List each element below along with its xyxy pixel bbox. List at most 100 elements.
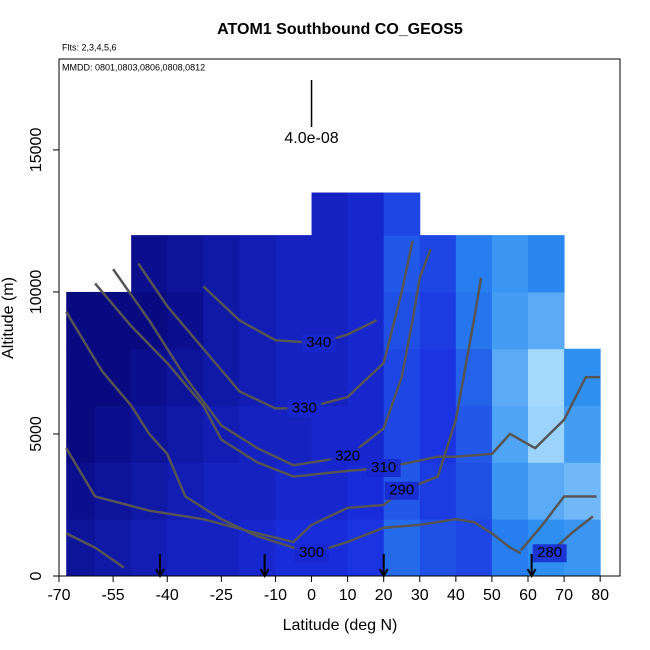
annotation: MMDD: 0801,0803,0806,0808,0812 xyxy=(62,62,205,72)
curtain-cell xyxy=(491,462,529,520)
x-tick-label: -25 xyxy=(210,587,233,604)
curtain-cell xyxy=(528,235,565,293)
curtain-cell xyxy=(491,348,529,407)
curtain-cell xyxy=(275,348,313,407)
curtain-cell xyxy=(455,235,493,293)
curtain-cell xyxy=(564,462,601,520)
x-tick-label: 50 xyxy=(483,587,501,604)
contour-line xyxy=(112,248,432,467)
contour-label-bg xyxy=(366,459,401,478)
curtain-cell xyxy=(491,291,529,350)
curtain-cell xyxy=(311,348,349,407)
curtain-cell xyxy=(347,192,385,236)
curtain-cell xyxy=(347,519,385,577)
curtain-cell xyxy=(564,519,601,577)
contour-line xyxy=(65,277,597,552)
y-tick-label: 15000 xyxy=(28,128,45,173)
contour-label: 320 xyxy=(335,448,360,465)
contour-label: 300 xyxy=(299,544,324,561)
curtain-cell xyxy=(66,348,96,407)
curtain-cell xyxy=(455,348,493,407)
x-tick-label: 40 xyxy=(447,587,465,604)
plot-frame xyxy=(58,58,621,577)
curtain-cell xyxy=(383,235,421,293)
curtain-cell xyxy=(528,405,565,463)
y-tick-label: 10000 xyxy=(28,270,45,315)
curtain-cell xyxy=(239,519,276,577)
x-tick-label: -40 xyxy=(156,587,179,604)
curtain-cell xyxy=(66,519,96,577)
x-tick-label: -55 xyxy=(102,587,125,604)
contour-label: 310 xyxy=(371,459,396,476)
curtain-cell xyxy=(383,405,421,463)
curtain-cell xyxy=(528,291,565,350)
contour-label: 340 xyxy=(306,334,331,351)
curtain-cell xyxy=(167,291,204,350)
curtain-cell xyxy=(131,235,168,293)
curtain-cell xyxy=(203,462,240,520)
curtain-cell xyxy=(383,519,421,577)
scale-bar-label: 4.0e-08 xyxy=(284,130,338,147)
curtain-cell xyxy=(167,235,204,293)
x-tick-label: 0 xyxy=(307,587,316,604)
y-tick-label: 5000 xyxy=(28,416,45,452)
curtain-cell xyxy=(95,462,132,520)
x-tick-label: -10 xyxy=(264,587,287,604)
curtain-cell xyxy=(528,462,565,520)
curtain-cell xyxy=(167,405,204,463)
curtain-cell xyxy=(455,462,493,520)
curtain-cell xyxy=(203,235,240,293)
x-tick-label: 70 xyxy=(555,587,573,604)
contour-line xyxy=(202,285,378,345)
subtitle: Flts: 2,3,4,5,6 xyxy=(62,42,117,52)
curtain-cell xyxy=(66,405,96,463)
curtain-cell xyxy=(95,405,132,463)
x-tick-label: 30 xyxy=(411,587,429,604)
contour-label: 280 xyxy=(537,544,562,561)
x-tick-label: 60 xyxy=(519,587,537,604)
curtain-cell xyxy=(564,405,601,463)
curtain-cell xyxy=(203,348,240,407)
curtain-cell xyxy=(491,235,529,293)
curtain-cell xyxy=(383,192,421,236)
curtain-cell xyxy=(455,519,493,577)
curtain-cell xyxy=(239,235,276,293)
curtain-cell xyxy=(419,291,457,350)
x-tick-label: 80 xyxy=(591,587,609,604)
x-tick-label: 10 xyxy=(339,587,357,604)
contour-label: 330 xyxy=(292,399,317,416)
y-axis-label: Altitude (m) xyxy=(0,277,17,359)
x-tick-label: 20 xyxy=(375,587,393,604)
curtain-cell xyxy=(311,192,349,236)
curtain-cell xyxy=(167,519,204,577)
curtain-cell xyxy=(203,291,240,350)
contour-label-bg xyxy=(287,399,322,418)
y-tick-label: 0 xyxy=(28,571,45,580)
curtain-cell xyxy=(239,348,276,407)
contour-label: 290 xyxy=(389,482,414,499)
x-axis-label: Latitude (deg N) xyxy=(283,617,398,634)
curtain-cell xyxy=(347,348,385,407)
curtain-cell xyxy=(95,519,132,577)
curtain-cell xyxy=(239,462,276,520)
contour-label-bg xyxy=(330,447,365,466)
x-tick-label: -70 xyxy=(47,587,70,604)
curtain-cell xyxy=(131,519,168,577)
contour-label-bg xyxy=(532,544,567,563)
curtain-cell xyxy=(419,462,457,520)
chart-title: ATOM1 Southbound CO_GEOS5 xyxy=(217,21,463,38)
curtain-cell xyxy=(528,348,565,407)
contour-label-bg xyxy=(384,481,419,500)
curtain-cell xyxy=(419,519,457,577)
curtain-cell xyxy=(275,235,313,293)
curtain-cell xyxy=(95,348,132,407)
curtain-cell xyxy=(239,291,276,350)
curtain-cell xyxy=(167,462,204,520)
contour-label-bg xyxy=(294,544,329,563)
curtain-cell xyxy=(419,348,457,407)
curtain-cell xyxy=(347,235,385,293)
curtain-cell xyxy=(203,519,240,577)
curtain-cell xyxy=(347,291,385,350)
curtain-cell xyxy=(311,235,349,293)
